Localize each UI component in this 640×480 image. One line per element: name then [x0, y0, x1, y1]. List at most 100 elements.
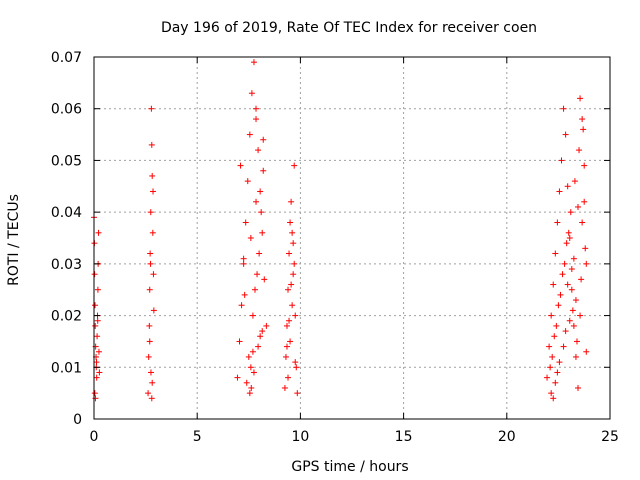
data-point — [564, 281, 571, 288]
data-point — [285, 374, 292, 381]
data-point — [245, 353, 252, 360]
tick-labels: 0 0.01 0.02 0.03 0.04 0.05 0.06 0.07 0 5 10 15 20 25 — [51, 50, 619, 445]
data-point — [260, 136, 267, 143]
data-point — [291, 162, 298, 169]
data-point — [147, 260, 154, 267]
data-point — [95, 229, 102, 236]
data-point — [579, 116, 586, 123]
data-point — [552, 250, 559, 257]
data-point — [240, 255, 247, 262]
data-point — [246, 131, 253, 138]
data-point — [261, 276, 268, 283]
data-point — [150, 271, 157, 278]
data-point — [549, 353, 556, 360]
data-point — [556, 359, 563, 366]
data-point — [568, 286, 575, 293]
data-point — [286, 250, 293, 257]
data-point — [290, 240, 297, 247]
y-tick-label: 0.02 — [51, 309, 82, 325]
data-point — [237, 162, 244, 169]
data-point — [249, 348, 256, 355]
data-point — [551, 333, 558, 340]
data-point — [288, 198, 295, 205]
data-point — [238, 302, 245, 309]
data-point — [147, 369, 154, 376]
data-point — [553, 322, 560, 329]
data-point — [247, 235, 254, 241]
data-point — [145, 390, 152, 397]
data-point — [561, 260, 568, 267]
data-point — [96, 369, 103, 376]
data-point — [550, 395, 557, 402]
data-point — [291, 260, 298, 267]
data-point — [281, 384, 288, 391]
data-point — [572, 297, 579, 304]
data-point — [546, 343, 553, 350]
data-point — [567, 209, 574, 216]
data-point — [552, 379, 559, 386]
data-point — [565, 229, 572, 236]
data-point — [91, 271, 98, 278]
data-point — [253, 116, 260, 123]
data-point — [257, 333, 264, 340]
data-point — [287, 219, 294, 226]
y-tick-label: 0.07 — [51, 50, 82, 66]
data-point — [283, 343, 290, 350]
data-point — [248, 384, 255, 391]
data-point — [255, 343, 262, 350]
data-point — [292, 359, 299, 366]
data-point — [547, 364, 554, 371]
data-point — [287, 338, 294, 345]
data-point — [575, 384, 582, 391]
data-point — [146, 286, 153, 293]
data-point — [148, 395, 155, 402]
data-point — [554, 219, 561, 226]
data-point — [289, 302, 296, 309]
data-point — [94, 286, 101, 293]
data-point — [583, 348, 590, 355]
data-point — [92, 302, 99, 309]
data-point — [248, 90, 255, 97]
data-point — [568, 266, 575, 273]
data-point — [247, 364, 254, 371]
data-point — [571, 178, 578, 185]
data-point — [562, 328, 569, 335]
data-point — [569, 307, 576, 314]
data-point — [581, 162, 588, 169]
data-point — [92, 322, 99, 329]
data-point — [559, 271, 566, 278]
data-point — [578, 276, 585, 283]
data-point — [250, 369, 257, 376]
y-tick-label: 0.05 — [51, 153, 82, 169]
data-point — [94, 333, 101, 340]
data-point — [244, 178, 251, 185]
data-point — [576, 147, 583, 154]
data-point — [582, 245, 589, 252]
data-points — [91, 59, 590, 402]
data-point — [150, 188, 157, 195]
data-point — [572, 353, 579, 360]
grid-layer — [94, 57, 610, 419]
y-tick-label: 0.01 — [51, 360, 82, 376]
data-point — [583, 260, 590, 267]
data-point — [257, 188, 264, 195]
data-point — [263, 322, 270, 329]
y-tick-label: 0.06 — [51, 102, 82, 118]
data-point — [570, 255, 577, 262]
data-point — [288, 281, 295, 288]
data-point — [94, 317, 101, 324]
data-point — [253, 105, 260, 112]
y-tick-label: 0.04 — [51, 205, 82, 221]
data-point — [93, 374, 100, 381]
data-point — [95, 348, 102, 355]
data-point — [236, 338, 243, 345]
data-point — [92, 395, 99, 402]
x-tick-label: 0 — [90, 429, 99, 445]
data-point — [580, 126, 587, 133]
data-point — [234, 374, 241, 381]
data-point — [259, 328, 266, 335]
y-tick-label: 0 — [73, 412, 82, 428]
data-point — [544, 374, 551, 381]
data-point — [253, 198, 260, 205]
